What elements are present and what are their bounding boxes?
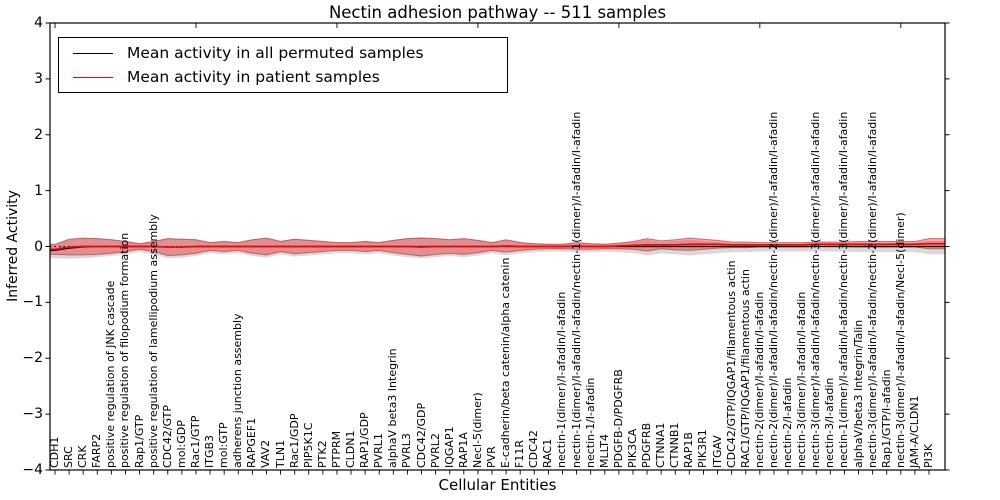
category-label: PTPRM bbox=[329, 430, 343, 468]
category-label: nectin-1/I-afadin bbox=[583, 377, 597, 468]
legend-item: Mean activity in all permuted samples bbox=[59, 44, 507, 62]
y-tick-label: −4 bbox=[22, 462, 43, 478]
y-tick-label: 2 bbox=[34, 126, 43, 143]
category-label: nectin-3/I-afadin bbox=[823, 377, 837, 468]
category-label: Rac1/GDP bbox=[287, 413, 301, 468]
category-label: nectin-1(dimer)/I-afadin/I-afadin/nectin… bbox=[569, 111, 583, 468]
category-label: ITGAV bbox=[710, 435, 724, 468]
category-label: CDH1 bbox=[48, 436, 61, 468]
category-label: nectin-3(dimer)/I-afadin/I-afadin/Necl-5… bbox=[893, 212, 907, 468]
x-axis-label: Cellular Entities bbox=[438, 476, 557, 494]
category-label: PVRL1 bbox=[372, 433, 386, 468]
category-label: TLN1 bbox=[273, 439, 287, 468]
category-label: CDC42/GTP/IQGAP1/filamentous actin bbox=[724, 260, 738, 468]
category-label: Rap1/GTP bbox=[132, 414, 146, 468]
category-label: RAC1/GTP/IQGAP1/filamentous actin bbox=[738, 269, 752, 468]
category-label: CTNNB1 bbox=[668, 422, 682, 468]
category-label: Rac1/GTP bbox=[188, 415, 202, 468]
category-label: nectin-1(dimer)/I-afadin/I-afadin/nectin… bbox=[837, 111, 851, 468]
category-label: nectin-3(dimer)/I-afadin/I-afadin bbox=[795, 291, 809, 468]
category-label: Rap1/GTP/I-afadin bbox=[879, 369, 893, 468]
patient-mean-line bbox=[50, 242, 945, 251]
category-label: RAPGEF1 bbox=[245, 417, 259, 468]
category-label: ITGB3 bbox=[203, 434, 217, 468]
category-label: CDC42/GTP bbox=[160, 404, 174, 468]
category-label: E-cadherin/beta catenin/alpha catenin bbox=[499, 257, 513, 468]
category-label: positive regulation of lamellipodium ass… bbox=[146, 214, 160, 468]
patient-band-upper-edge bbox=[50, 237, 945, 245]
category-label: RAP1B bbox=[682, 432, 696, 468]
category-label: FARP2 bbox=[90, 433, 104, 468]
y-tick-label: 3 bbox=[34, 70, 43, 87]
category-label: PIK3R1 bbox=[696, 429, 710, 468]
legend-line-sample bbox=[73, 52, 113, 54]
legend-item: Mean activity in patient samples bbox=[59, 68, 507, 86]
category-label: PIP5K1C bbox=[301, 422, 315, 468]
category-label: SRC bbox=[62, 446, 76, 468]
category-label: CLDN1 bbox=[344, 430, 358, 468]
category-label: nectin-2/I-afadin bbox=[781, 377, 795, 468]
category-label: nectin-2(dimer)/I-afadin/I-afadin/nectin… bbox=[766, 111, 780, 468]
category-label: nectin-3(dimer)/I-afadin/I-afadin/nectin… bbox=[865, 111, 879, 468]
category-label: CTNNA1 bbox=[654, 422, 668, 468]
category-label: RAP1/GDP bbox=[358, 412, 372, 468]
category-label: Necl-5(dimer) bbox=[470, 392, 484, 468]
category-label: CDC42/GDP bbox=[414, 402, 428, 468]
legend-line-sample bbox=[73, 76, 113, 78]
category-label: IQGAP1 bbox=[442, 426, 456, 468]
category-label: PVRL2 bbox=[428, 433, 442, 468]
category-label: CDC42 bbox=[527, 430, 541, 468]
legend-item-label: Mean activity in all permuted samples bbox=[127, 44, 424, 62]
category-label: RAP1A bbox=[456, 432, 470, 468]
legend-item-label: Mean activity in patient samples bbox=[127, 68, 380, 86]
category-label: nectin-1(dimer)/I-afadin/I-afadin bbox=[555, 291, 569, 468]
category-label: mol:GDP bbox=[174, 420, 188, 468]
category-label: MLLT4 bbox=[597, 434, 611, 468]
category-label: PTK2 bbox=[315, 440, 329, 468]
y-tick-label: −1 bbox=[22, 294, 43, 311]
y-tick-label: 0 bbox=[34, 238, 43, 255]
category-label: nectin-3(dimer)/I-afadin/I-afadin/nectin… bbox=[809, 111, 823, 468]
category-label: positive regulation of JNK cascade bbox=[104, 280, 118, 468]
y-tick-label: 4 bbox=[34, 15, 43, 31]
y-tick-label: −2 bbox=[22, 350, 43, 367]
category-label: JAM-A/CLDN1 bbox=[907, 395, 921, 468]
y-tick-label: −3 bbox=[22, 406, 43, 423]
category-label: adherens junction assembly bbox=[231, 313, 245, 468]
category-label: PVRL3 bbox=[400, 433, 414, 468]
category-label: PDGFRB bbox=[640, 422, 654, 468]
category-label: alphaV/beta3 Integrin/Talin bbox=[851, 319, 865, 468]
category-label: nectin-2(dimer)/I-afadin/I-afadin bbox=[752, 291, 766, 468]
chart-title: Nectin adhesion pathway -- 511 samples bbox=[328, 3, 667, 22]
y-tick-label: 1 bbox=[34, 182, 43, 199]
category-label: PVR bbox=[485, 446, 498, 468]
legend: Mean activity in all permuted samples Mea… bbox=[58, 37, 508, 93]
category-label: positive regulation of filopodium format… bbox=[118, 232, 132, 468]
category-label: PI3K bbox=[922, 443, 935, 468]
category-label: VAV2 bbox=[259, 439, 273, 468]
category-label: alphaV beta3 Integrin bbox=[386, 348, 400, 468]
category-label: CRK bbox=[76, 445, 90, 468]
category-label: RAC1 bbox=[541, 438, 555, 468]
category-label: PDGFB-D/PDGFRB bbox=[611, 369, 625, 468]
category-label: PIK3CA bbox=[625, 428, 639, 468]
category-label: F11R bbox=[513, 440, 527, 468]
category-label: mol:GTP bbox=[217, 422, 231, 468]
